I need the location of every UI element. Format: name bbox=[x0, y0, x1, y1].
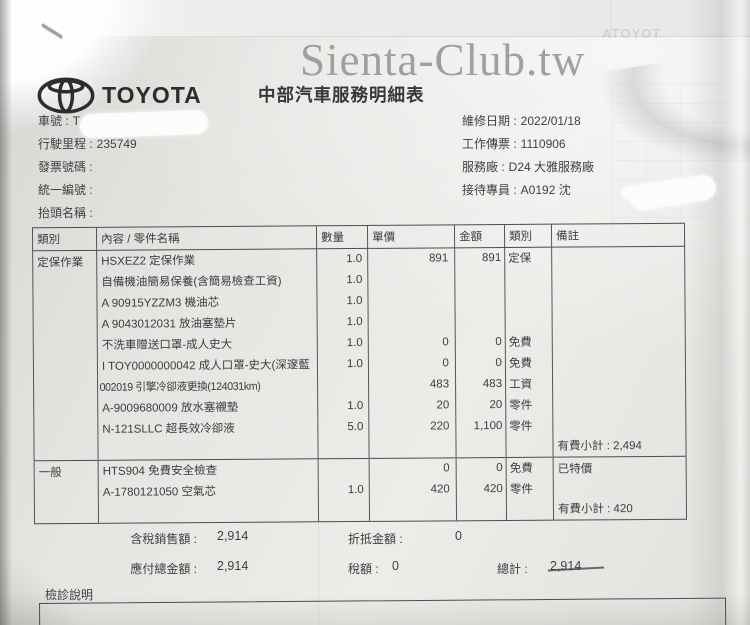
service-info-column: 維修日期 :2022/01/18 工作傳票 :1110906 服務廠 : D24 … bbox=[462, 112, 594, 204]
info-field-invoice-number: 發票號碼 : bbox=[38, 159, 93, 174]
col-header-remarks: 備註 bbox=[551, 223, 685, 248]
section-category: 一般 bbox=[34, 460, 99, 524]
redaction-blob-small bbox=[622, 186, 640, 200]
section-remarks-cell: 有費小計 : 2,494 bbox=[551, 246, 687, 458]
tax-value: 0 bbox=[392, 559, 399, 573]
paid-subtotal: 有費小計 : 2,494 bbox=[557, 440, 642, 453]
total-payable-label: 應付總金額 : bbox=[130, 562, 197, 576]
brand-block: TOYOTA bbox=[37, 77, 202, 114]
bottom-left-corner-shadow bbox=[0, 545, 100, 625]
grand-total-label: 總計 : bbox=[497, 562, 528, 576]
col-header-item-name: 內容 / 零件名稱 bbox=[96, 225, 317, 251]
info-field-service-advisor: 接待專員 : A0192 沈 bbox=[462, 182, 571, 197]
info-field-car-number: 車號 :T bbox=[38, 114, 81, 128]
section-category: 定保作業 bbox=[32, 250, 99, 461]
discount-value: 0 bbox=[455, 529, 462, 543]
remark-note bbox=[552, 247, 684, 251]
info-field-service-date: 維修日期 :2022/01/18 bbox=[462, 114, 581, 128]
col-header-unit-price: 單價 bbox=[367, 224, 455, 249]
col-header-qty: 數量 bbox=[316, 225, 368, 249]
vehicle-info-column: 車號 :T 行駛里程 :235749 發票號碼 : 統一編號 : 抬頭名稱 : bbox=[38, 112, 137, 226]
table-row: 定保作業 HSXEZ2 定保作業 1.0 891 891 定保 有費小計 : 2… bbox=[32, 246, 687, 461]
diagnosis-notes-box bbox=[39, 597, 727, 625]
redaction-blob-car-number bbox=[79, 109, 209, 139]
watermark-text: Sienta-Club.tw bbox=[300, 35, 586, 85]
section-remarks-cell: 已特價 有費小計 : 420 bbox=[553, 456, 687, 521]
col-header-category: 類別 bbox=[32, 227, 97, 251]
info-field-work-order: 工作傳票 :1110906 bbox=[462, 136, 566, 151]
document-title: 中部汽車服務明細表 bbox=[258, 85, 425, 105]
toyota-logo-icon bbox=[37, 77, 95, 114]
paid-subtotal: 有費小計 : 420 bbox=[557, 503, 633, 516]
diagnosis-section-label: 檢診說明 bbox=[45, 588, 94, 602]
paper-crease-bottom bbox=[318, 520, 319, 625]
brand-wordmark: TOYOTA bbox=[102, 82, 202, 108]
total-payable-value: 2,914 bbox=[217, 559, 249, 573]
info-field-payer-name: 抬頭名稱 : bbox=[38, 205, 93, 220]
paper-left-edge-shadow bbox=[0, 0, 12, 625]
paper-crease-top bbox=[610, 0, 611, 37]
paper-right-edge-shadow bbox=[688, 0, 750, 625]
remark-note: 已特價 bbox=[557, 463, 593, 476]
service-items-table: 類別 內容 / 零件名稱 數量 單價 金額 類別 備註 定保作業 HSXEZ2 … bbox=[31, 222, 688, 525]
info-field-mileage: 行駛里程 :235749 bbox=[38, 136, 137, 151]
col-header-amount: 金額 bbox=[454, 224, 505, 248]
info-field-tax-id: 統一編號 : bbox=[38, 182, 93, 197]
table-row: 一般 HTS904 免費安全檢查 0 0 免費 已特價 有費小計 : 420 bbox=[34, 456, 687, 524]
sales-incl-tax-label: 含稅銷售額 : bbox=[130, 532, 197, 546]
sales-incl-tax-value: 2,914 bbox=[217, 529, 249, 543]
discount-label: 折抵金額 : bbox=[348, 532, 403, 546]
tax-label: 稅額 : bbox=[348, 562, 379, 576]
paper-bottom-edge-shadow bbox=[0, 595, 750, 625]
col-header-type: 類別 bbox=[504, 224, 552, 248]
info-field-service-center: 服務廠 : D24 大雅服務廠 bbox=[462, 159, 595, 174]
